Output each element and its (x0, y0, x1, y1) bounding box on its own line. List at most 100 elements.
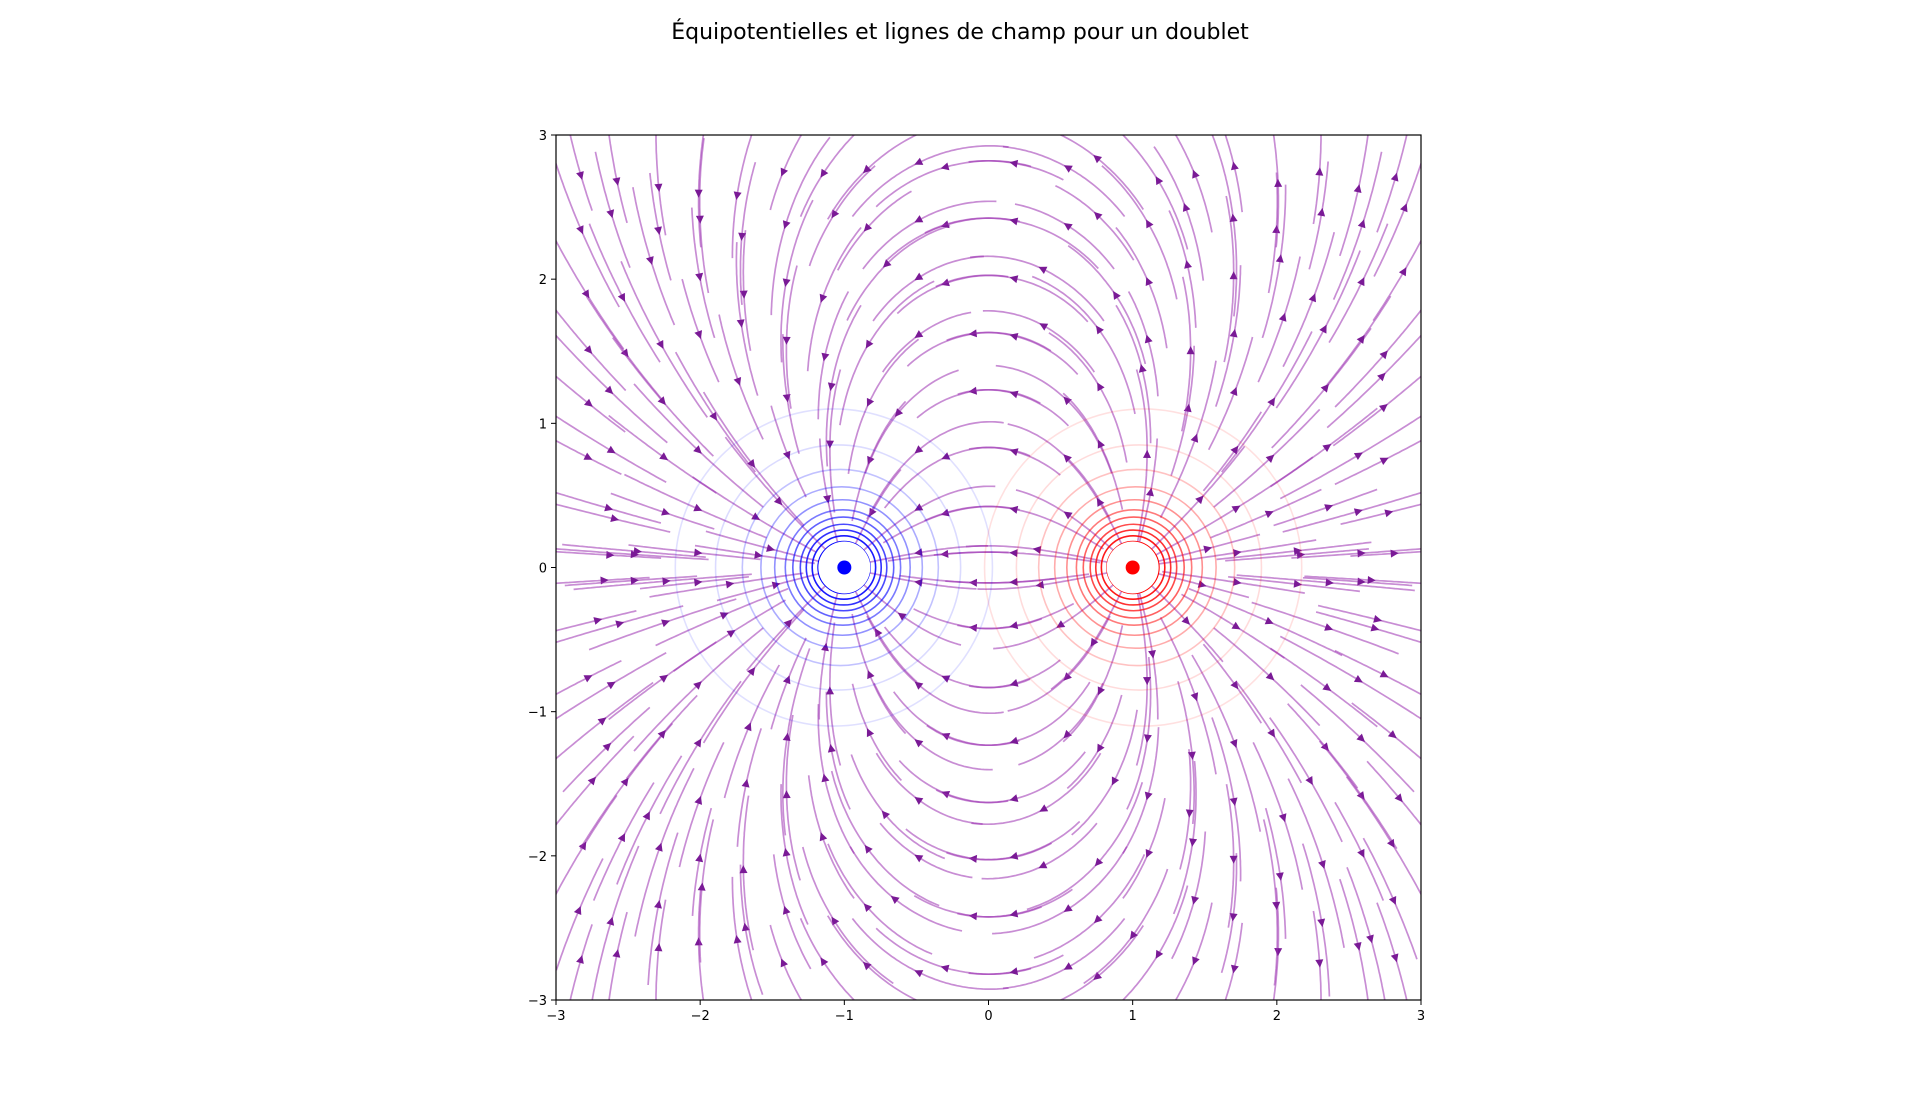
field-arrow (866, 397, 875, 407)
field-arrow (659, 674, 669, 683)
field-line (1279, 635, 1421, 720)
field-arrow (694, 189, 703, 198)
field-line (1002, 917, 1126, 990)
field-arrow (1145, 849, 1154, 858)
field-arrow (831, 916, 840, 926)
field-arrow (1229, 797, 1238, 806)
field-arrow (693, 445, 702, 454)
field-line (655, 587, 789, 647)
field-arrow (1009, 275, 1019, 284)
field-line (1058, 925, 1145, 1000)
field-arrow (1357, 219, 1366, 229)
field-line (608, 135, 628, 224)
field-line (1216, 541, 1372, 561)
field-arrow (1097, 439, 1105, 449)
field-arrow (726, 630, 736, 638)
equipotential-line (674, 408, 994, 727)
negative-charge (837, 560, 852, 575)
equipotential-line (799, 523, 888, 612)
field-arrow (646, 256, 654, 265)
field-line (1340, 503, 1421, 526)
field-line (769, 924, 803, 1000)
field-arrow (1387, 730, 1397, 739)
field-arrow (606, 681, 616, 690)
field-line (1376, 902, 1408, 1000)
field-line (916, 388, 1041, 419)
field-arrow (657, 396, 666, 405)
field-arrow (1272, 901, 1281, 910)
field-arrow (1274, 948, 1283, 957)
field-arrow (771, 581, 781, 590)
field-line (1055, 184, 1135, 261)
equipotential-line (760, 485, 924, 650)
field-arrow (606, 916, 615, 926)
field-line (1122, 797, 1166, 899)
field-arrow (1390, 953, 1399, 963)
field-line (655, 899, 667, 1000)
field-arrow (940, 964, 950, 973)
field-line (1067, 245, 1147, 365)
field-arrow (1353, 508, 1363, 517)
field-line (981, 822, 1098, 880)
equipotential-line (714, 444, 962, 691)
field-line (1127, 291, 1159, 397)
field-arrow (1400, 203, 1408, 213)
field-line (1007, 615, 1111, 712)
field-line (556, 439, 622, 476)
field-arrow (1315, 959, 1324, 968)
field-line (1048, 332, 1128, 463)
field-arrow (1144, 791, 1153, 801)
field-line (1304, 575, 1421, 585)
field-line (781, 334, 800, 454)
field-line (612, 337, 714, 457)
field-arrow (1009, 794, 1019, 802)
field-line (556, 239, 625, 350)
field-arrow (741, 922, 750, 932)
field-arrow (782, 675, 791, 685)
field-line (655, 135, 667, 236)
field-arrow (1094, 914, 1103, 924)
field-arrow (1275, 254, 1284, 263)
field-arrow (782, 336, 791, 345)
field-arrow (612, 177, 621, 186)
field-arrow (655, 842, 663, 852)
field-arrow (1322, 444, 1332, 452)
equipotential-line (805, 529, 883, 606)
field-line (1015, 489, 1119, 555)
field-line (647, 832, 679, 986)
field-arrow (1009, 577, 1018, 586)
field-arrow (867, 670, 875, 680)
field-line (1083, 868, 1169, 985)
field-arrow (1143, 734, 1152, 743)
equipotential-line (784, 509, 902, 626)
field-arrow (1197, 580, 1207, 588)
field-arrow (1229, 387, 1238, 396)
field-line (826, 915, 919, 1000)
field-arrow (1324, 623, 1334, 631)
field-line (1332, 151, 1383, 300)
field-arrow (890, 895, 900, 904)
field-arrow (747, 459, 756, 468)
field-arrow (654, 226, 662, 235)
field-line (1002, 145, 1126, 218)
field-line (1050, 581, 1127, 690)
field-line (965, 544, 1118, 566)
field-line (1026, 781, 1144, 911)
field-arrow (1009, 333, 1019, 341)
field-line (746, 581, 830, 672)
field-arrow (1233, 578, 1242, 586)
field-arrow (914, 797, 924, 805)
field-arrow (821, 642, 829, 652)
field-arrow (780, 958, 788, 968)
field-arrow (1190, 433, 1199, 443)
field-line (1224, 922, 1244, 1000)
field-line (913, 894, 1042, 918)
field-arrow (1146, 487, 1154, 497)
field-line (935, 751, 1086, 804)
field-arrow (1367, 576, 1376, 584)
field-line (1136, 582, 1159, 720)
field-arrow (693, 503, 703, 512)
field-line (905, 828, 1053, 861)
field-arrow (894, 408, 904, 417)
field-line (1373, 161, 1421, 277)
